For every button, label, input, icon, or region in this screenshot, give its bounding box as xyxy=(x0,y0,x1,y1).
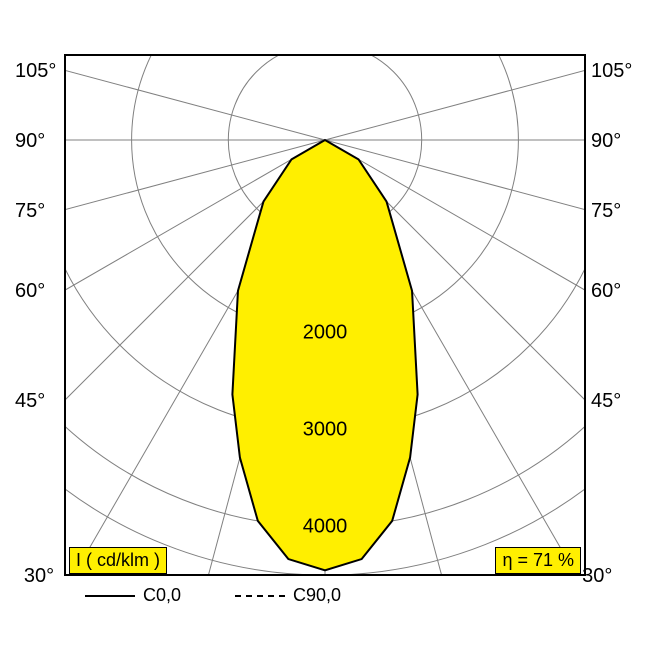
series-legend-item: C0,0 xyxy=(85,585,181,606)
angle-label-left: 90° xyxy=(15,130,45,153)
series-label: C0,0 xyxy=(143,585,181,606)
angle-label-right: 60° xyxy=(591,280,621,303)
angle-label-left: 75° xyxy=(15,200,45,223)
angle-label-right: 75° xyxy=(591,200,621,223)
angle-label-left: 45° xyxy=(15,390,45,413)
angle-label-right: 90° xyxy=(591,130,621,153)
series-line-sample xyxy=(235,595,285,597)
efficiency-legend-box: η = 71 % xyxy=(495,547,581,574)
angle-label-right: 30° xyxy=(582,565,612,588)
angle-label-right: 45° xyxy=(591,390,621,413)
angle-label-left: 105° xyxy=(15,60,56,83)
series-label: C90,0 xyxy=(293,585,341,606)
radial-tick-label: 4000 xyxy=(303,515,348,538)
radial-tick-label: 3000 xyxy=(303,419,348,442)
angle-label-left: 60° xyxy=(15,280,45,303)
series-legend-item: C90,0 xyxy=(235,585,341,606)
unit-legend-box: I ( cd/klm ) xyxy=(69,547,167,574)
radial-tick-label: 2000 xyxy=(303,322,348,345)
angle-label-left: 30° xyxy=(24,565,54,588)
angle-label-right: 105° xyxy=(591,60,632,83)
series-line-sample xyxy=(85,595,135,597)
polar-chart-container: 2000 3000 4000 105° 105° 90° 90° 75° 75° 60° 60° 45… xyxy=(0,0,650,650)
